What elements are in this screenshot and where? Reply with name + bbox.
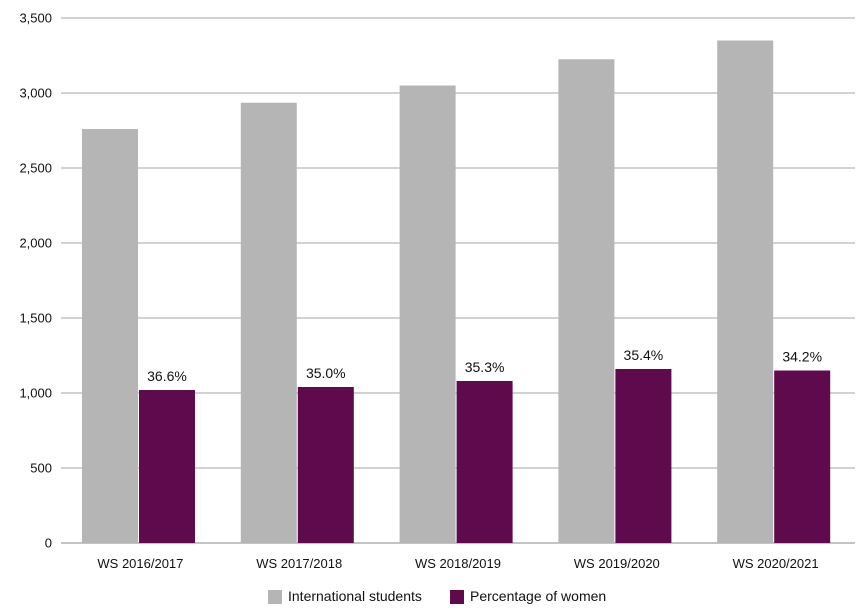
bar-international-students <box>82 129 138 543</box>
y-tick-label: 500 <box>30 461 52 476</box>
legend-label-international-students: International students <box>288 588 422 604</box>
x-tick-label: WS 2019/2020 <box>574 556 660 571</box>
legend-swatch-international-students <box>268 590 282 604</box>
y-tick-label: 1,500 <box>19 311 52 326</box>
y-tick-label: 2,500 <box>19 161 52 176</box>
y-tick-label: 0 <box>45 536 52 551</box>
x-tick-label: WS 2017/2018 <box>256 556 342 571</box>
legend: International students Percentage of wome… <box>268 588 606 604</box>
bars: 36.6% 35.0% 35.3% 35.4% 34.2% <box>82 40 831 543</box>
bar-percentage-of-women <box>456 381 513 543</box>
y-tick-label: 3,000 <box>19 86 52 101</box>
x-tick-label: WS 2020/2021 <box>733 556 819 571</box>
data-label: 35.0% <box>306 365 346 381</box>
y-tick-label: 2,000 <box>19 236 52 251</box>
bar-international-students <box>558 59 615 543</box>
data-label: 36.6% <box>147 368 187 384</box>
x-axis: WS 2016/2017 WS 2017/2018 WS 2018/2019 WS 2… <box>97 556 818 571</box>
y-axis: 0 500 1,000 1,500 2,000 2,500 3,000 3,500 <box>19 11 52 551</box>
y-tick-label: 1,000 <box>19 386 52 401</box>
x-tick-label: WS 2018/2019 <box>415 556 501 571</box>
legend-swatch-percentage-of-women <box>450 590 464 604</box>
bar-international-students <box>717 40 774 543</box>
bar-percentage-of-women <box>615 369 672 543</box>
legend-label-percentage-of-women: Percentage of women <box>470 588 606 604</box>
data-label: 35.3% <box>465 359 505 375</box>
bar-percentage-of-women <box>297 387 354 543</box>
bar-percentage-of-women <box>139 390 195 543</box>
data-label: 35.4% <box>624 347 664 363</box>
data-label: 34.2% <box>782 349 822 365</box>
bar-percentage-of-women <box>774 370 831 543</box>
bar-international-students <box>240 102 297 543</box>
x-tick-label: WS 2016/2017 <box>97 556 183 571</box>
bar-international-students <box>399 85 456 543</box>
y-tick-label: 3,500 <box>19 11 52 26</box>
